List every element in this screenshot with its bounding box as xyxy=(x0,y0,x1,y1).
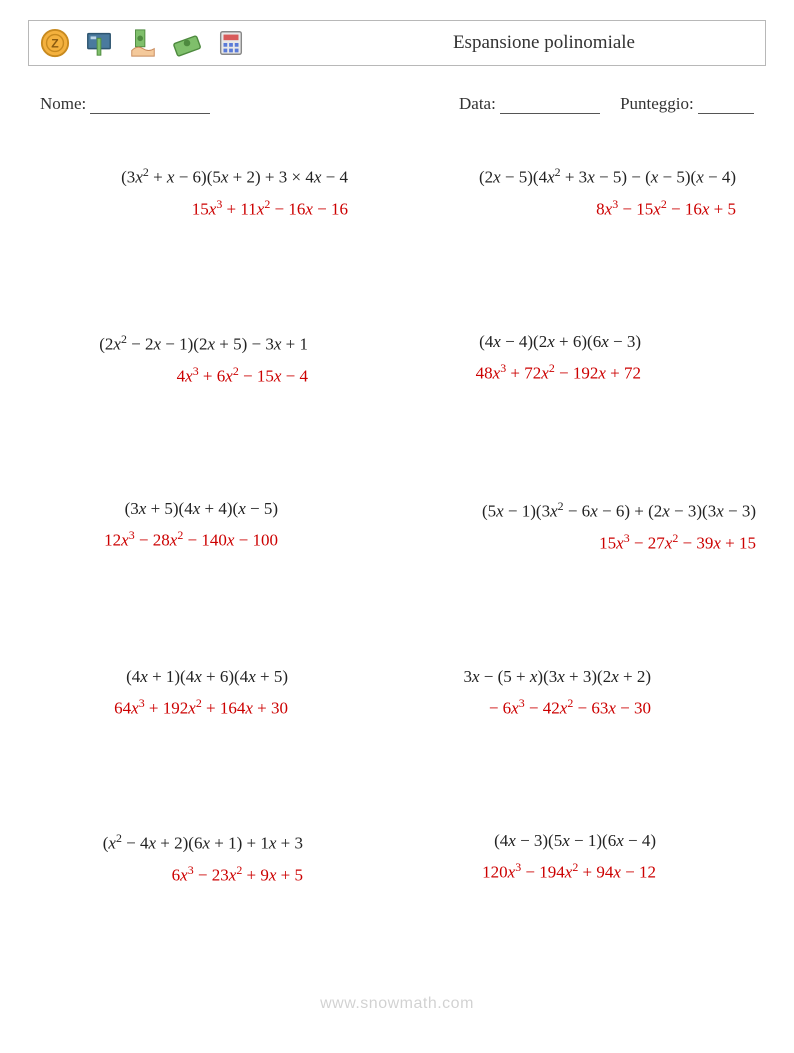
answer: 48x3 + 72x2 − 192x + 72 xyxy=(406,360,641,386)
question: (5x − 1)(3x2 − 6x − 6) + (2x − 3)(3x − 3… xyxy=(406,498,756,524)
cash-hand-icon xyxy=(127,27,159,59)
name-label: Nome: xyxy=(40,94,86,114)
problem-4: (4x − 4)(2x + 6)(6x − 3) 48x3 + 72x2 − 19… xyxy=(406,331,641,388)
header-bar: Z xyxy=(28,20,766,66)
name-field: Nome: xyxy=(40,94,210,114)
answer: 64x3 + 192x2 + 164x + 30 xyxy=(38,695,288,721)
problem-1: (3x2 + x − 6)(5x + 2) + 3 × 4x − 4 15x3 +… xyxy=(38,164,348,221)
problem-7: (4x + 1)(4x + 6)(4x + 5) 64x3 + 192x2 + 1… xyxy=(38,666,288,721)
question: (4x − 3)(5x − 1)(6x − 4) xyxy=(406,830,656,853)
problem-6: (5x − 1)(3x2 − 6x − 6) + (2x − 3)(3x − 3… xyxy=(406,498,756,555)
problem-5: (3x + 5)(4x + 4)(x − 5) 12x3 − 28x2 − 140… xyxy=(38,498,278,555)
date-label: Data: xyxy=(459,94,496,113)
date-blank[interactable] xyxy=(500,94,600,114)
watermark: www.snowmath.com xyxy=(0,995,794,1013)
atm-icon xyxy=(83,27,115,59)
question: (3x2 + x − 6)(5x + 2) + 3 × 4x − 4 xyxy=(38,164,348,190)
problem-9: (x2 − 4x + 2)(6x + 1) + 1x + 3 6x3 − 23x2… xyxy=(38,830,303,887)
score-field: Punteggio: xyxy=(620,94,754,114)
question: 3x − (5 + x)(3x + 3)(2x + 2) xyxy=(406,666,651,689)
answer: 4x3 + 6x2 − 15x − 4 xyxy=(38,363,308,389)
answer: 15x3 + 11x2 − 16x − 16 xyxy=(38,196,348,222)
banknote-icon xyxy=(171,27,203,59)
problem-3: (2x2 − 2x − 1)(2x + 5) − 3x + 1 4x3 + 6x2… xyxy=(38,331,308,388)
question: (4x + 1)(4x + 6)(4x + 5) xyxy=(38,666,288,689)
problem-10: (4x − 3)(5x − 1)(6x − 4) 120x3 − 194x2 + … xyxy=(406,830,656,887)
problems-grid: (3x2 + x − 6)(5x + 2) + 3 × 4x − 4 15x3 +… xyxy=(28,164,766,887)
answer: 120x3 − 194x2 + 94x − 12 xyxy=(406,859,656,885)
question: (x2 − 4x + 2)(6x + 1) + 1x + 3 xyxy=(38,830,303,856)
meta-row: Nome: Data: Punteggio: xyxy=(28,94,766,114)
worksheet-page: Z xyxy=(0,0,794,1053)
svg-text:Z: Z xyxy=(51,37,59,51)
question: (4x − 4)(2x + 6)(6x − 3) xyxy=(406,331,641,354)
answer: 15x3 − 27x2 − 39x + 15 xyxy=(406,530,756,556)
question: (3x + 5)(4x + 4)(x − 5) xyxy=(38,498,278,521)
worksheet-title: Espansione polinomiale xyxy=(453,32,635,54)
answer: − 6x3 − 42x2 − 63x − 30 xyxy=(406,695,651,721)
answer: 12x3 − 28x2 − 140x − 100 xyxy=(38,527,278,553)
coin-icon: Z xyxy=(39,27,71,59)
calculator-icon xyxy=(215,27,247,59)
answer: 8x3 − 15x2 − 16x + 5 xyxy=(406,196,736,222)
name-blank[interactable] xyxy=(90,94,210,114)
score-blank[interactable] xyxy=(698,94,754,114)
question: (2x − 5)(4x2 + 3x − 5) − (x − 5)(x − 4) xyxy=(406,164,736,190)
score-label: Punteggio: xyxy=(620,94,694,113)
icon-row: Z xyxy=(39,27,247,59)
problem-2: (2x − 5)(4x2 + 3x − 5) − (x − 5)(x − 4) 8… xyxy=(406,164,736,221)
answer: 6x3 − 23x2 + 9x + 5 xyxy=(38,862,303,888)
question: (2x2 − 2x − 1)(2x + 5) − 3x + 1 xyxy=(38,331,308,357)
problem-8: 3x − (5 + x)(3x + 3)(2x + 2) − 6x3 − 42x… xyxy=(406,666,651,721)
date-field: Data: xyxy=(459,94,600,114)
